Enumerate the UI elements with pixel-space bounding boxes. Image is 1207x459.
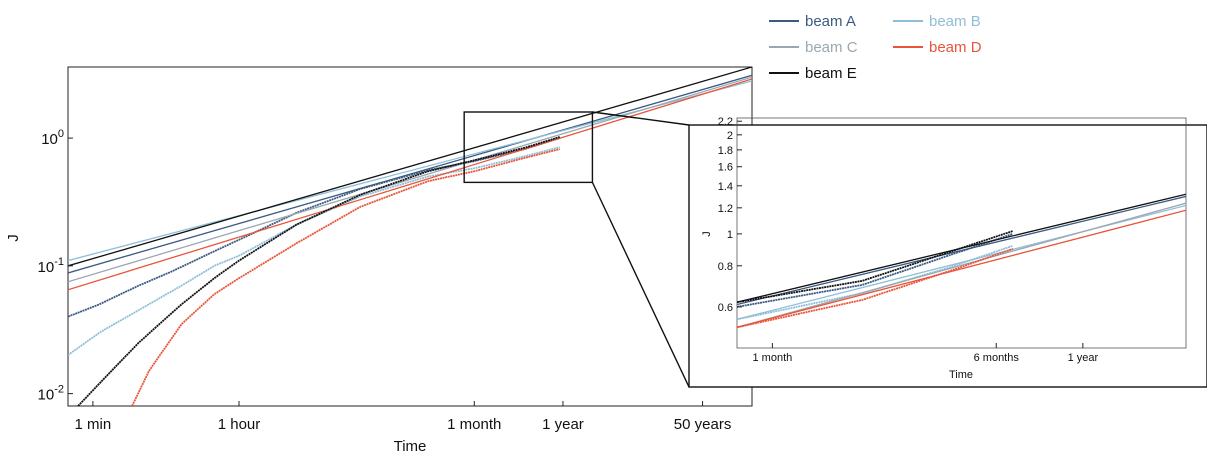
inset-x-axis-label: Time [949, 369, 973, 381]
legend-label-beam-A: beam A [805, 13, 856, 30]
main-x-ticks: 1 min 1 hour 1 month 1 year 50 years [75, 401, 732, 433]
main-x-tick-label: 1 year [542, 416, 584, 433]
inset-y-tick-label: 1.4 [718, 181, 733, 193]
inset-fit-line-beam-D [737, 209, 1186, 328]
inset-y-tick-label: 1.6 [718, 162, 733, 174]
zoom-region-box [463, 111, 594, 184]
inset-fit-line-beam-C [737, 202, 1186, 328]
main-fit-line-beam-A [68, 74, 752, 274]
inset-y-tick-label: 1.8 [718, 145, 733, 157]
zoom-connector-top [592, 111, 690, 126]
legend: beam A beam B beam C beam D beam E [769, 13, 982, 82]
main-y-tick-label: 10-2 [38, 384, 64, 404]
inset-series-group [737, 193, 1186, 329]
legend-label-beam-D: beam D [929, 39, 982, 56]
inset-y-tick-label: 1.2 [718, 203, 733, 215]
inset-y-axis-label: J [701, 231, 713, 237]
main-x-axis-label: Time [394, 438, 427, 455]
main-fit-line-beam-D [68, 78, 752, 291]
main-data-line-beam-E [77, 136, 560, 406]
legend-label-beam-C: beam C [805, 39, 858, 56]
inset-y-tick-label: 1 [727, 229, 733, 241]
main-y-tick-label: 100 [41, 128, 64, 148]
main-fit-line-beam-E [68, 67, 752, 267]
inset-data-line-beam-A [737, 233, 1014, 308]
inset-y-tick-label: 0.6 [718, 302, 733, 314]
main-y-tick-label: 10-1 [38, 256, 64, 276]
inset-plot: 1 month 6 months 1 year 0.6 0.8 1 1.2 1.4 1.6 1.… [688, 116, 1207, 388]
main-x-tick-label: 50 years [674, 416, 732, 433]
main-x-tick-label: 1 min [75, 416, 112, 433]
inset-y-tick-label: 2 [727, 130, 733, 142]
inset-data-line-beam-D [737, 248, 1014, 329]
main-fit-line-beam-C [68, 76, 752, 283]
main-series-group [68, 67, 752, 406]
main-data-line-beam-A [68, 137, 560, 318]
inset-y-tick-label: 2.2 [718, 116, 733, 128]
main-plot: 1 min 1 hour 1 month 1 year 50 years 10-210-… [5, 66, 753, 455]
legend-label-beam-E: beam E [805, 65, 857, 82]
inset-x-ticks: 1 month 6 months 1 year [753, 343, 1099, 364]
inset-x-tick-label: 1 month [753, 352, 793, 364]
main-y-ticks: 10-2 10-1 100 [38, 128, 73, 404]
inset-plot-frame [736, 117, 1187, 349]
inset-y-ticks: 0.6 0.8 1 1.2 1.4 1.6 1.8 2 2.2 [718, 116, 742, 314]
inset-y-tick-label: 0.8 [718, 261, 733, 273]
zoom-connector-bottom [591, 182, 690, 388]
main-y-axis-label: J [5, 234, 22, 242]
main-x-tick-label: 1 hour [218, 416, 261, 433]
inset-x-tick-label: 6 months [974, 352, 1020, 364]
inset-data-line-beam-E [737, 230, 1014, 304]
main-data-line-beam-B [68, 146, 560, 356]
inset-x-tick-label: 1 year [1068, 352, 1099, 364]
main-x-tick-label: 1 month [447, 416, 501, 433]
legend-label-beam-B: beam B [929, 13, 981, 30]
main-data-line-beam-D [131, 148, 560, 406]
